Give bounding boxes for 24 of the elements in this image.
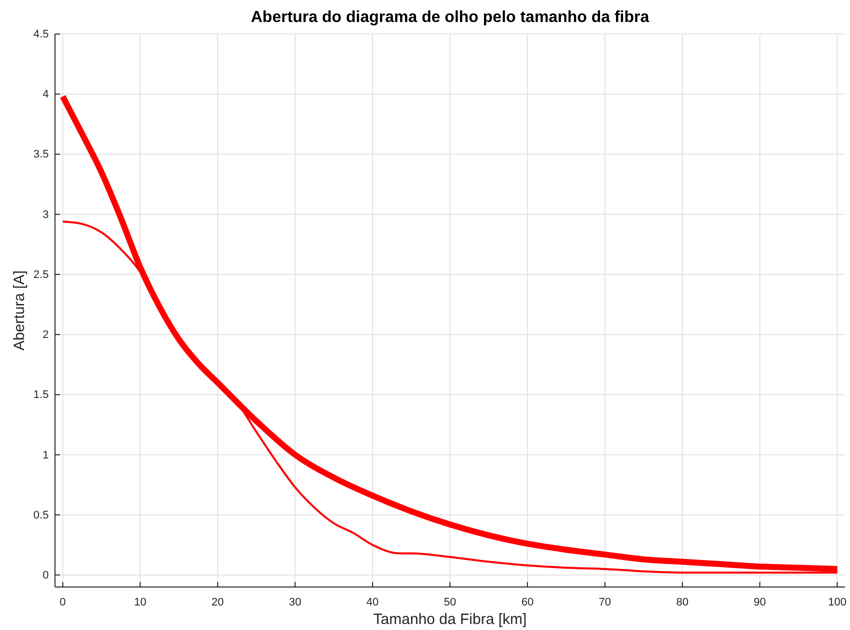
x-tick-label: 60 [521, 596, 534, 608]
y-tick-label: 3 [42, 208, 49, 221]
x-tick-label: 0 [60, 596, 66, 608]
x-tick-label: 50 [444, 596, 456, 608]
y-tick-label: 1 [42, 449, 49, 462]
y-axis-title: Abertura [A] [11, 270, 28, 351]
x-tick-label: 10 [134, 596, 146, 608]
x-tick-label: 80 [676, 596, 688, 608]
y-tick-label: 3.5 [33, 148, 49, 161]
y-tick-label: 4 [42, 88, 49, 101]
x-tick-label: 40 [366, 596, 379, 608]
y-tick-label: 1.5 [33, 389, 49, 402]
x-tick-label: 100 [828, 596, 846, 608]
x-tick-label: 20 [212, 596, 224, 608]
chart-title: Abertura do diagrama de olho pelo tamanho da fibra [250, 9, 650, 26]
y-tick-label: 0.5 [33, 509, 49, 522]
x-axis-title: Tamanho da Fibra [km] [373, 611, 527, 628]
y-tick-label: 4.5 [33, 28, 49, 41]
x-tick-label: 90 [754, 596, 766, 608]
y-tick-label: 2 [42, 329, 49, 342]
x-tick-label: 30 [288, 596, 302, 608]
x-tick-label: 70 [598, 596, 612, 608]
y-tick-label: 0 [42, 570, 49, 582]
y-tick-label: 2.5 [33, 268, 49, 281]
